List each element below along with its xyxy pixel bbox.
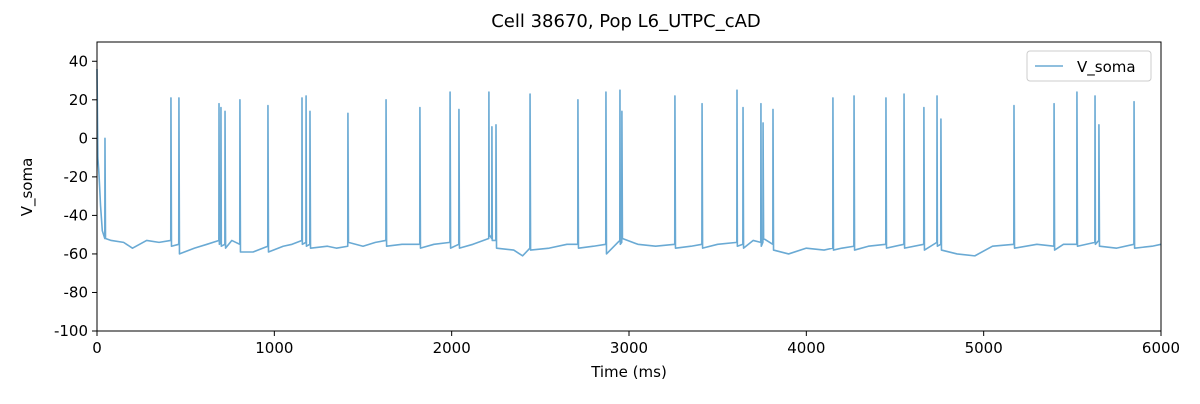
legend-label: V_soma bbox=[1077, 58, 1136, 77]
legend: V_soma bbox=[1026, 50, 1152, 82]
y-tick-label: -60 bbox=[64, 245, 89, 263]
chart-title: Cell 38670, Pop L6_UTPC_cAD bbox=[491, 11, 761, 32]
x-tick-label: 1000 bbox=[255, 339, 293, 357]
legend-box bbox=[1026, 50, 1152, 82]
y-tick-label: -40 bbox=[64, 206, 89, 224]
y-axis-label: V_soma bbox=[18, 158, 37, 217]
y-tick-label: -20 bbox=[64, 168, 89, 186]
plot-frame bbox=[96, 41, 1162, 332]
y-tick-label: 40 bbox=[69, 52, 88, 70]
x-axis-label: Time (ms) bbox=[590, 363, 667, 381]
x-tick-label: 5000 bbox=[965, 339, 1003, 357]
y-tick-label: 0 bbox=[78, 129, 88, 147]
y-tick-label: -100 bbox=[54, 322, 88, 340]
data-line bbox=[96, 68, 1162, 257]
x-tick-label: 4000 bbox=[787, 339, 825, 357]
x-tick-label: 0 bbox=[92, 339, 102, 357]
x-tick-label: 6000 bbox=[1142, 339, 1180, 357]
y-tick-label: 20 bbox=[69, 91, 88, 109]
y-tick-label: -80 bbox=[64, 283, 89, 301]
x-tick-label: 2000 bbox=[433, 339, 471, 357]
x-tick-label: 3000 bbox=[610, 339, 648, 357]
plot-area bbox=[96, 68, 1162, 257]
